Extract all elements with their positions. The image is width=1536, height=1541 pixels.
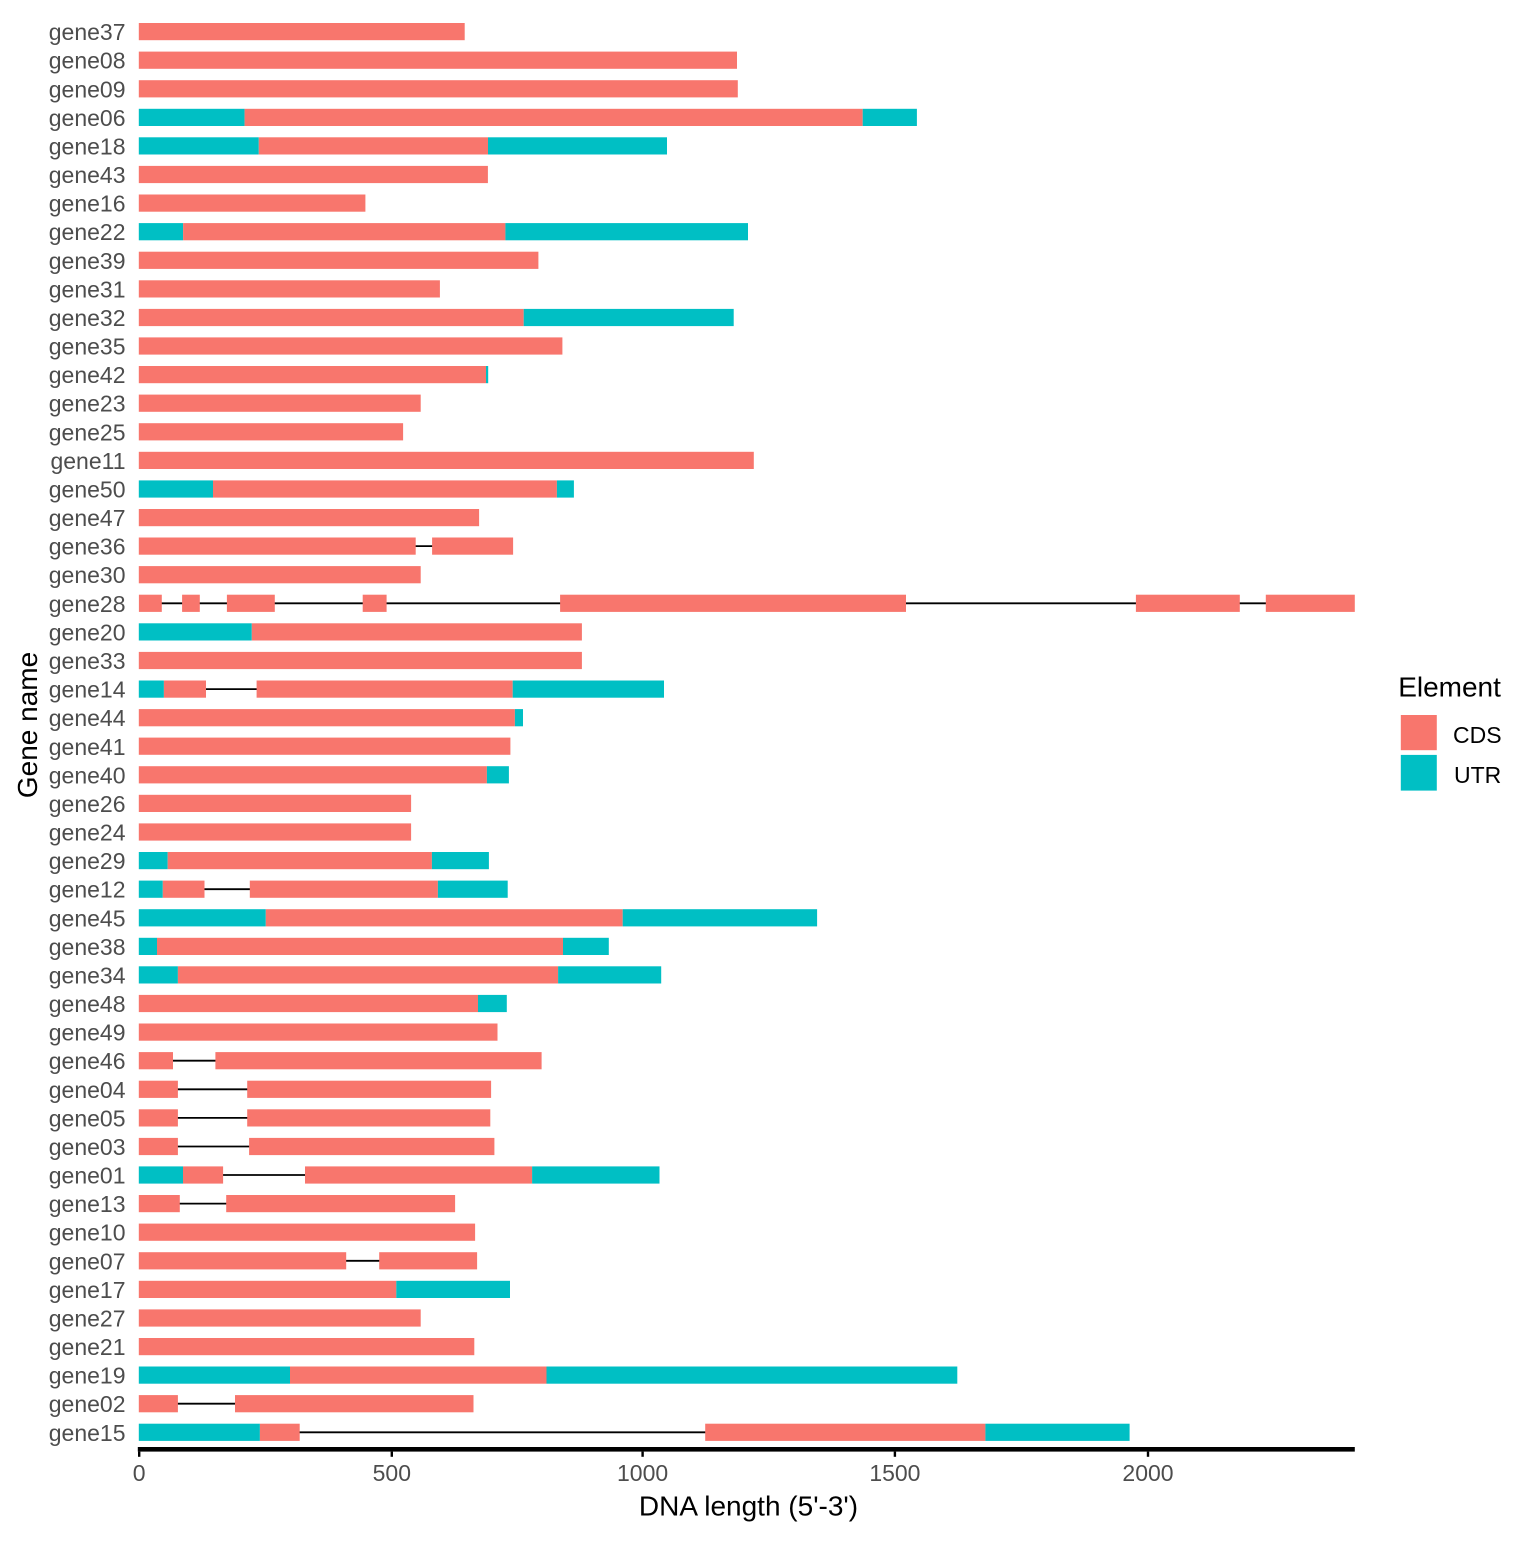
svg-text:gene02: gene02: [49, 1391, 126, 1417]
svg-text:UTR: UTR: [1454, 762, 1501, 788]
svg-text:gene27: gene27: [49, 1306, 126, 1332]
svg-text:gene50: gene50: [49, 477, 126, 503]
svg-text:gene18: gene18: [49, 133, 126, 159]
svg-text:gene36: gene36: [49, 534, 126, 560]
svg-text:gene30: gene30: [49, 562, 126, 588]
svg-text:gene06: gene06: [49, 105, 126, 131]
svg-text:gene14: gene14: [49, 677, 126, 703]
svg-text:gene07: gene07: [49, 1248, 126, 1274]
svg-text:gene25: gene25: [49, 419, 126, 445]
svg-text:gene44: gene44: [49, 705, 126, 731]
svg-text:gene48: gene48: [49, 991, 126, 1017]
svg-text:gene31: gene31: [49, 276, 126, 302]
svg-text:gene21: gene21: [49, 1334, 126, 1360]
svg-text:gene09: gene09: [49, 76, 126, 102]
svg-text:gene01: gene01: [49, 1163, 126, 1189]
svg-text:Element: Element: [1398, 671, 1501, 702]
svg-text:CDS: CDS: [1453, 722, 1502, 748]
svg-text:gene33: gene33: [49, 648, 126, 674]
svg-text:gene35: gene35: [49, 334, 126, 360]
svg-text:gene39: gene39: [49, 248, 126, 274]
svg-text:gene34: gene34: [49, 962, 126, 988]
svg-text:Gene name: Gene name: [12, 652, 43, 798]
svg-text:gene17: gene17: [49, 1277, 126, 1303]
svg-text:gene22: gene22: [49, 219, 126, 245]
svg-text:gene42: gene42: [49, 362, 126, 388]
svg-text:gene40: gene40: [49, 762, 126, 788]
svg-text:1000: 1000: [617, 1460, 668, 1486]
svg-text:gene37: gene37: [49, 19, 126, 45]
svg-text:gene24: gene24: [49, 820, 126, 846]
svg-text:gene13: gene13: [49, 1191, 126, 1217]
svg-text:gene12: gene12: [49, 877, 126, 903]
svg-text:2000: 2000: [1122, 1460, 1173, 1486]
svg-text:gene46: gene46: [49, 1048, 126, 1074]
svg-text:gene47: gene47: [49, 505, 126, 531]
svg-text:0: 0: [133, 1460, 146, 1486]
svg-text:gene08: gene08: [49, 48, 126, 74]
svg-text:1500: 1500: [869, 1460, 920, 1486]
svg-text:gene49: gene49: [49, 1020, 126, 1046]
svg-text:gene04: gene04: [49, 1077, 126, 1103]
svg-text:gene05: gene05: [49, 1105, 126, 1131]
svg-text:gene29: gene29: [49, 848, 126, 874]
svg-text:gene03: gene03: [49, 1134, 126, 1160]
svg-text:gene38: gene38: [49, 934, 126, 960]
svg-text:gene15: gene15: [49, 1420, 126, 1446]
svg-text:gene16: gene16: [49, 191, 126, 217]
svg-text:gene28: gene28: [49, 591, 126, 617]
svg-text:gene45: gene45: [49, 905, 126, 931]
svg-text:gene41: gene41: [49, 734, 126, 760]
svg-text:500: 500: [373, 1460, 411, 1486]
svg-text:gene43: gene43: [49, 162, 126, 188]
svg-text:gene26: gene26: [49, 791, 126, 817]
svg-text:gene20: gene20: [49, 619, 126, 645]
svg-text:gene11: gene11: [50, 448, 125, 474]
svg-text:gene23: gene23: [49, 391, 126, 417]
svg-text:gene10: gene10: [49, 1220, 126, 1246]
svg-text:gene19: gene19: [49, 1363, 126, 1389]
svg-text:gene32: gene32: [49, 305, 126, 331]
svg-text:DNA length (5'-3'): DNA length (5'-3'): [639, 1491, 858, 1522]
